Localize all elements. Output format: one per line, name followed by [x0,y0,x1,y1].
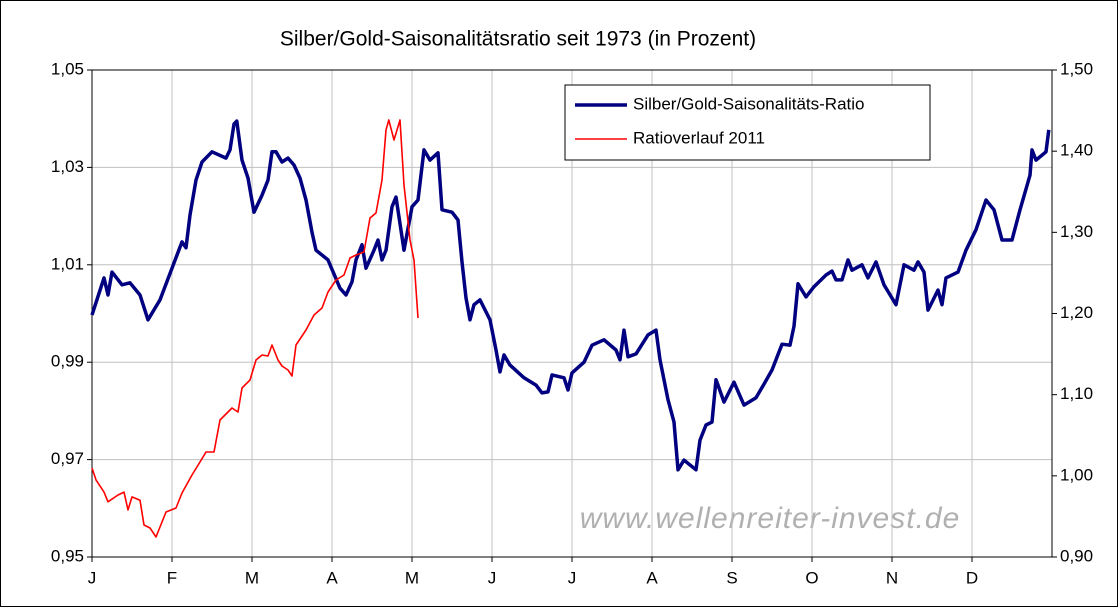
series-line [90,119,1051,472]
x-tick-label: J [488,568,497,587]
legend-label: Silber/Gold-Saisonalitäts-Ratio [633,94,865,113]
x-tick-label: A [646,568,658,587]
legend-label: Ratioverlauf 2011 [633,128,765,147]
series-line [91,119,419,538]
y-tick-label: 0,99 [51,352,84,371]
watermark: www.wellenreiter-invest.de [580,502,961,535]
y-tick-label: 1,01 [51,254,84,273]
y-tick-label: 1,03 [51,157,84,176]
x-tick-label: J [568,568,577,587]
y-tick-label: 0,97 [51,449,84,468]
chart-title: Silber/Gold-Saisonalitätsratio seit 1973… [280,28,756,51]
y2-tick-label: 1,10 [1060,384,1093,403]
y2-tick-label: 1,00 [1060,465,1093,484]
x-tick-label: F [167,568,177,587]
x-tick-label: J [88,568,97,587]
y-tick-label: 1,05 [51,59,84,78]
y2-tick-label: 0,90 [1060,546,1093,565]
x-tick-label: S [726,568,737,587]
x-tick-label: M [245,568,259,587]
legend-box [564,84,931,161]
y2-tick-label: 1,40 [1060,141,1093,160]
x-tick-label: O [805,568,818,587]
y2-tick-label: 1,50 [1060,59,1093,78]
x-tick-label: M [405,568,419,587]
x-tick-label: A [326,568,338,587]
y2-tick-label: 1,20 [1060,303,1093,322]
x-tick-label: N [886,568,898,587]
x-tick-label: D [966,568,978,587]
y-tick-label: 0,95 [51,546,84,565]
y2-tick-label: 1,30 [1060,222,1093,241]
